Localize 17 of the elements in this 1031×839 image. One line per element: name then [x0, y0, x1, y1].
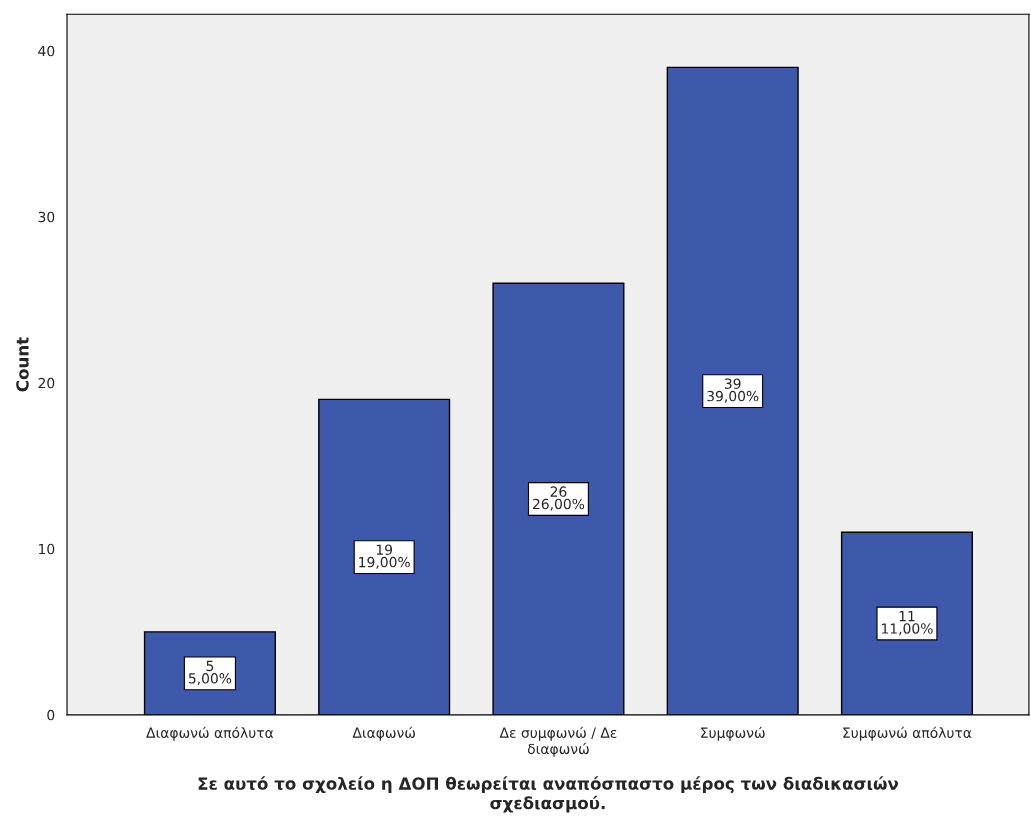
data-label: 19 19,00% [359, 544, 410, 569]
x-tick-label: Συμφωνώ [701, 726, 765, 741]
data-label: 11 11,00% [882, 611, 933, 636]
y-tick-label: 40 [38, 45, 55, 57]
y-tick-label: 20 [38, 377, 55, 389]
x-tick-label: Διαφωνώ απόλυτα [146, 726, 274, 741]
x-tick-label: Συμφωνώ απόλυτα [843, 726, 972, 741]
x-tick-label: Δε συμφωνώ / Δε διαφωνώ [499, 726, 617, 757]
data-label: 26 26,00% [532, 486, 585, 511]
y-tick-label: 30 [38, 211, 55, 223]
x-tick-label: Διαφωνώ [352, 726, 415, 741]
data-label: 39 39,00% [707, 378, 759, 403]
y-axis-title: Count [16, 337, 29, 392]
data-label: 5 5,00% [188, 660, 232, 685]
y-tick-label: 0 [47, 709, 55, 721]
x-axis-title: Σε αυτό το σχολείο η ΔΟΠ θεωρείται αναπόσπαστο μέρος των διαδικασιών σχεδιασμού. [198, 776, 899, 813]
y-tick-label: 10 [39, 543, 55, 555]
